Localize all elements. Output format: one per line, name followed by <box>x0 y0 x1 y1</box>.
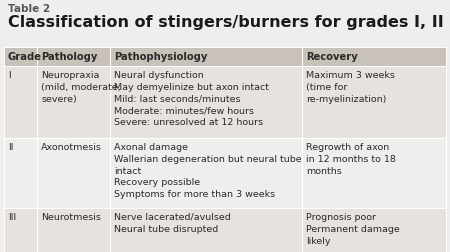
Bar <box>4 138 37 208</box>
Bar <box>37 48 110 67</box>
Bar <box>302 67 446 138</box>
Text: Pathophysiology: Pathophysiology <box>114 52 207 62</box>
Bar <box>37 67 110 138</box>
Text: Recovery: Recovery <box>306 52 358 62</box>
Bar <box>110 67 302 138</box>
Bar <box>37 138 110 208</box>
Text: Axonal damage
Wallerian degeneration but neural tube
intact
Recovery possible
Sy: Axonal damage Wallerian degeneration but… <box>114 142 302 198</box>
Text: III: III <box>8 212 16 221</box>
Text: Pathology: Pathology <box>41 52 98 62</box>
Text: Neuropraxia
(mild, moderate,
severe): Neuropraxia (mild, moderate, severe) <box>41 71 121 103</box>
Text: Neural dysfunction
May demyelinize but axon intact
Mild: last seconds/minutes
Mo: Neural dysfunction May demyelinize but a… <box>114 71 269 127</box>
Text: Classification of stingers/burners for grades I, II and III: Classification of stingers/burners for g… <box>8 15 450 30</box>
Bar <box>4 208 37 252</box>
Text: Nerve lacerated/avulsed
Neural tube disrupted: Nerve lacerated/avulsed Neural tube disr… <box>114 212 231 233</box>
Text: Grade: Grade <box>8 52 42 62</box>
Bar <box>110 208 302 252</box>
Text: Table 2: Table 2 <box>8 4 50 14</box>
Bar <box>110 48 302 67</box>
Bar <box>4 67 37 138</box>
Bar <box>37 208 110 252</box>
Text: Neurotmesis: Neurotmesis <box>41 212 101 221</box>
Text: Regrowth of axon
in 12 months to 18
months: Regrowth of axon in 12 months to 18 mont… <box>306 142 396 175</box>
Text: Maximum 3 weeks
(time for
re-myelinization): Maximum 3 weeks (time for re-myelinizati… <box>306 71 395 103</box>
Text: I: I <box>8 71 11 80</box>
Text: Axonotmesis: Axonotmesis <box>41 142 102 151</box>
Bar <box>110 138 302 208</box>
Bar <box>302 138 446 208</box>
Bar <box>4 48 37 67</box>
Bar <box>302 48 446 67</box>
Bar <box>302 208 446 252</box>
Text: Prognosis poor
Permanent damage
likely: Prognosis poor Permanent damage likely <box>306 212 400 245</box>
Text: II: II <box>8 142 14 151</box>
